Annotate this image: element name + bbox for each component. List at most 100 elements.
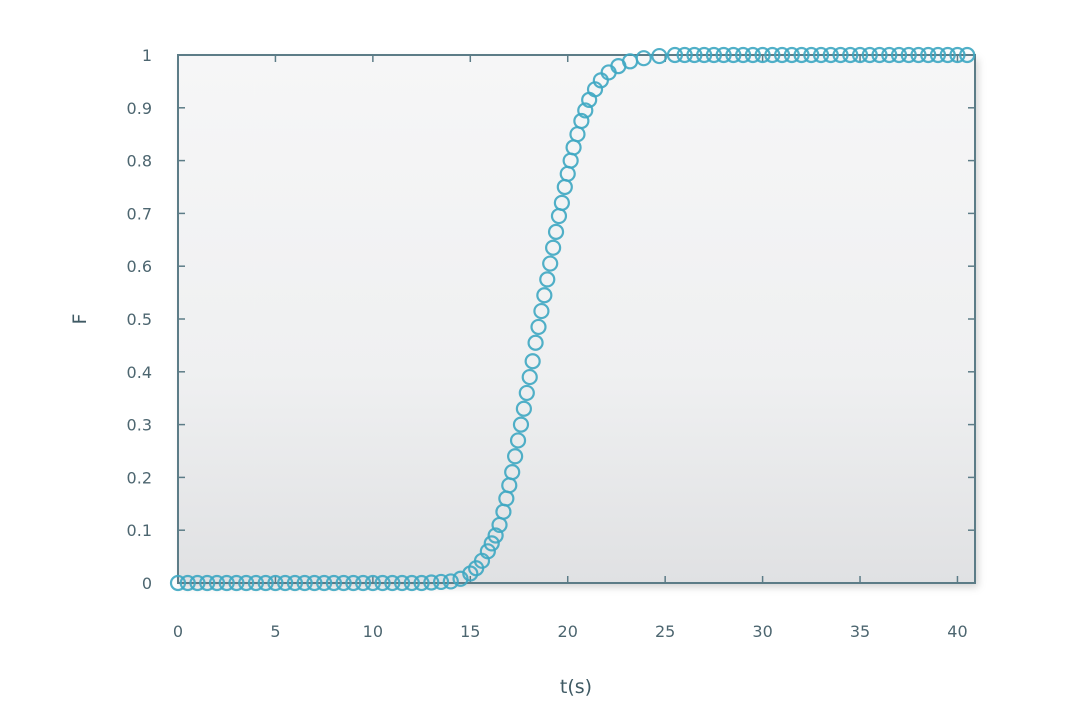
data-point [169, 574, 187, 592]
data-point [910, 46, 927, 64]
x-tick-label: 15 [460, 622, 480, 641]
data-point [384, 574, 401, 592]
data-point [403, 574, 420, 592]
data-point [423, 574, 440, 591]
data-point [345, 574, 362, 592]
data-point [890, 46, 908, 64]
data-point [296, 574, 313, 592]
data-point [959, 46, 976, 64]
data-point [871, 46, 888, 64]
y-tick-label: 0.3 [127, 416, 152, 435]
y-tick-label: 0.7 [127, 204, 152, 223]
data-point [553, 194, 570, 211]
data-point [539, 271, 556, 288]
data-point [929, 46, 947, 64]
data-point [939, 46, 956, 64]
data-point [479, 543, 496, 560]
data-point [413, 574, 430, 592]
x-tick-label: 30 [752, 622, 772, 641]
y-tick-label: 0.9 [127, 99, 152, 118]
data-point [277, 574, 294, 592]
y-axis-label: F [69, 314, 91, 325]
y-tick-label: 0.4 [127, 363, 152, 382]
x-tick-label: 10 [363, 622, 383, 641]
data-point [735, 46, 752, 64]
data-point [822, 46, 839, 64]
data-point [364, 574, 381, 592]
data-point [374, 574, 391, 592]
data-series [169, 46, 976, 592]
data-point [686, 46, 703, 64]
data-point [542, 255, 559, 272]
data-point [635, 50, 652, 67]
data-point [432, 573, 450, 591]
data-point [325, 574, 342, 592]
data-point [512, 416, 530, 433]
data-point [851, 46, 869, 64]
x-tick-label: 35 [850, 622, 870, 641]
plot-frame [177, 54, 976, 584]
x-tick-label: 20 [558, 622, 578, 641]
y-tick-label: 0.6 [127, 257, 152, 276]
data-point [533, 302, 550, 320]
data-point [286, 574, 304, 592]
tick-labels: 0 5 10 15 20 25 30 35 40 0 0.1 0.2 0.3 0.4 0.5 0.6 0.7 0.… [127, 46, 968, 641]
data-point [509, 432, 527, 449]
data-point [515, 400, 532, 417]
data-point [696, 46, 713, 64]
data-point [812, 46, 830, 64]
data-point [504, 464, 521, 481]
x-tick-label: 25 [655, 622, 675, 641]
data-point [900, 46, 917, 64]
data-point [527, 334, 544, 351]
data-point [547, 223, 565, 240]
data-point [676, 46, 693, 64]
y-tick-label: 0.8 [127, 152, 152, 171]
data-point [832, 46, 849, 64]
data-point [199, 574, 216, 592]
data-point [754, 46, 771, 64]
data-point [577, 102, 594, 119]
data-point [267, 574, 284, 592]
x-tick-label: 5 [270, 622, 280, 641]
data-point [306, 574, 323, 592]
data-point [179, 574, 196, 592]
data-point [355, 574, 372, 592]
data-point [530, 318, 547, 336]
data-point [803, 46, 820, 64]
data-point [764, 46, 781, 64]
data-point [573, 112, 590, 130]
data-point [545, 239, 562, 256]
data-point [783, 46, 800, 64]
data-point [842, 46, 859, 64]
y-tick-label: 0.5 [127, 310, 152, 329]
data-point [949, 46, 966, 64]
x-axis-label: t(s) [560, 676, 592, 698]
data-point [773, 46, 791, 64]
data-point [393, 574, 411, 592]
data-point [316, 574, 333, 592]
data-point [228, 574, 245, 592]
data-point [518, 384, 535, 402]
data-point [524, 353, 541, 370]
data-point [861, 46, 878, 64]
data-point [920, 46, 937, 64]
data-point [881, 46, 898, 64]
data-point [521, 368, 538, 386]
data-point [247, 574, 265, 592]
data-point [793, 46, 810, 64]
x-tick-label: 0 [173, 622, 183, 641]
data-point [208, 574, 226, 592]
y-tick-label: 0.2 [127, 468, 152, 487]
y-tick-label: 1 [142, 46, 152, 65]
data-point [651, 47, 668, 65]
data-point [238, 574, 255, 592]
x-tick-label: 40 [947, 622, 967, 641]
data-point [536, 287, 553, 304]
data-point [218, 574, 235, 592]
data-point [744, 46, 761, 64]
data-point [705, 46, 722, 64]
data-point [483, 535, 500, 552]
y-tick-label: 0 [142, 574, 152, 593]
